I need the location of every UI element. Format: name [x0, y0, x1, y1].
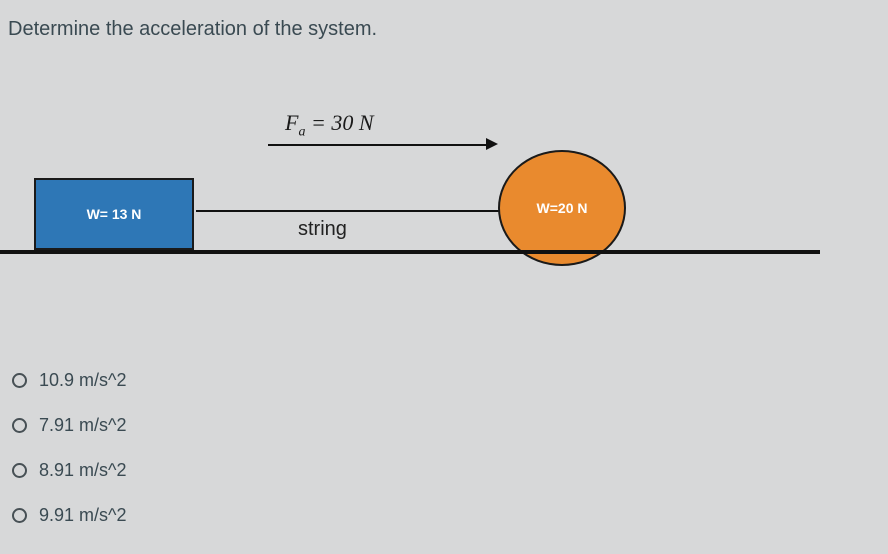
string-line — [196, 210, 500, 212]
answer-options: 10.9 m/s^2 7.91 m/s^2 8.91 m/s^2 9.91 m/… — [12, 370, 127, 526]
radio-icon — [12, 418, 27, 433]
force-value: 30 N — [331, 110, 373, 135]
option-a-label: 10.9 m/s^2 — [39, 370, 127, 391]
question-text: Determine the acceleration of the system… — [8, 18, 377, 41]
radio-icon — [12, 463, 27, 478]
option-b-label: 7.91 m/s^2 — [39, 415, 127, 436]
option-d-label: 9.91 m/s^2 — [39, 505, 127, 526]
option-b[interactable]: 7.91 m/s^2 — [12, 415, 127, 436]
radio-icon — [12, 373, 27, 388]
ground-line — [0, 250, 820, 254]
option-a[interactable]: 10.9 m/s^2 — [12, 370, 127, 391]
applied-force-label: Fa = 30 N — [285, 110, 374, 140]
force-arrow-line — [268, 144, 488, 146]
block-weight-box: W= 13 N — [34, 178, 194, 250]
radio-icon — [12, 508, 27, 523]
string-label: string — [298, 218, 347, 241]
option-d[interactable]: 9.91 m/s^2 — [12, 505, 127, 526]
option-c[interactable]: 8.91 m/s^2 — [12, 460, 127, 481]
ball-weight-circle: W=20 N — [498, 150, 626, 266]
option-c-label: 8.91 m/s^2 — [39, 460, 127, 481]
physics-diagram: Fa = 30 N W= 13 N string W=20 N — [0, 100, 888, 300]
force-arrow-head — [486, 138, 498, 150]
